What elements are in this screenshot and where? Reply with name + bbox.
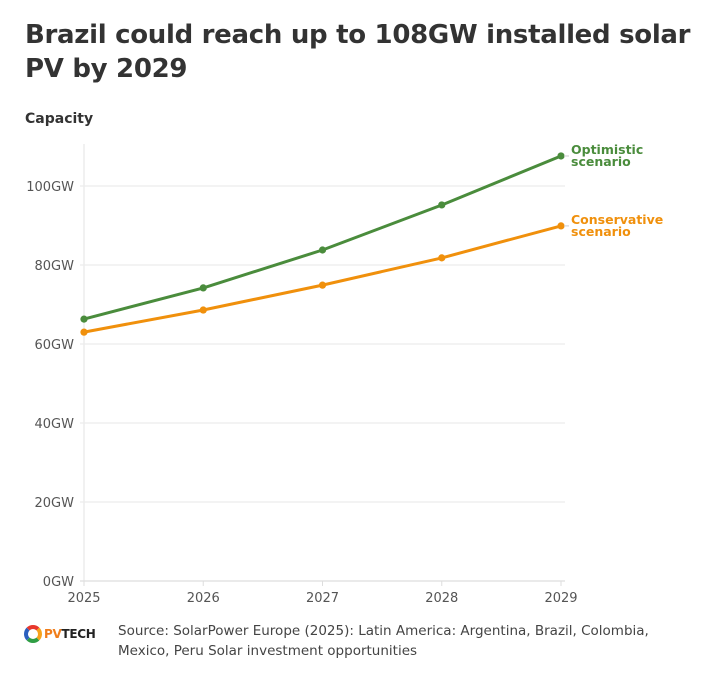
y-tick-label: 60GW <box>35 338 75 353</box>
y-tick-label: 80GW <box>35 259 75 274</box>
y-tick-label: 20GW <box>35 496 75 511</box>
series-label: scenario <box>571 154 631 169</box>
source-note: Source: SolarPower Europe (2025): Latin … <box>118 623 649 659</box>
gridlines <box>80 144 565 585</box>
logo-pv-text: PV <box>44 627 62 641</box>
x-tick-label: 2027 <box>306 591 339 606</box>
logo-ring-icon <box>24 625 42 643</box>
series-label: Optimistic <box>571 142 643 157</box>
chart-title: Brazil could reach up to 108GW installed… <box>25 20 691 84</box>
data-point <box>199 284 207 292</box>
data-point <box>318 281 327 289</box>
series-points <box>80 152 565 336</box>
y-tick-label: 0GW <box>43 575 74 590</box>
x-tick-label: 2029 <box>544 591 577 606</box>
data-point <box>557 152 565 160</box>
x-tick-label: 2026 <box>187 591 220 606</box>
logo-tech-text: TECH <box>61 627 96 641</box>
x-axis-ticks: 2025 2026 2027 2028 2029 <box>67 581 578 606</box>
data-point <box>318 246 327 254</box>
series-label: scenario <box>571 224 631 239</box>
series-label: Conservative <box>571 212 663 227</box>
x-tick-label: 2025 <box>67 591 100 606</box>
pvtech-logo: PVTECH <box>24 623 118 645</box>
data-point <box>80 328 88 336</box>
series-line-optimistic <box>82 154 563 321</box>
y-axis-ticks: 0GW 20GW 40GW 60GW 80GW 100GW <box>26 180 74 590</box>
y-tick-label: 40GW <box>35 417 75 432</box>
data-point <box>80 315 88 323</box>
data-point <box>557 222 565 230</box>
data-point <box>199 306 207 314</box>
series-line-conservative <box>82 224 563 334</box>
data-point <box>438 254 446 262</box>
data-point <box>438 201 446 209</box>
y-tick-label: 100GW <box>26 180 74 195</box>
series-lines <box>82 154 563 334</box>
x-tick-label: 2028 <box>425 591 458 606</box>
y-axis-title: Capacity <box>25 111 94 127</box>
footer: PVTECH Source: SolarPower Europe (2025):… <box>24 621 678 661</box>
